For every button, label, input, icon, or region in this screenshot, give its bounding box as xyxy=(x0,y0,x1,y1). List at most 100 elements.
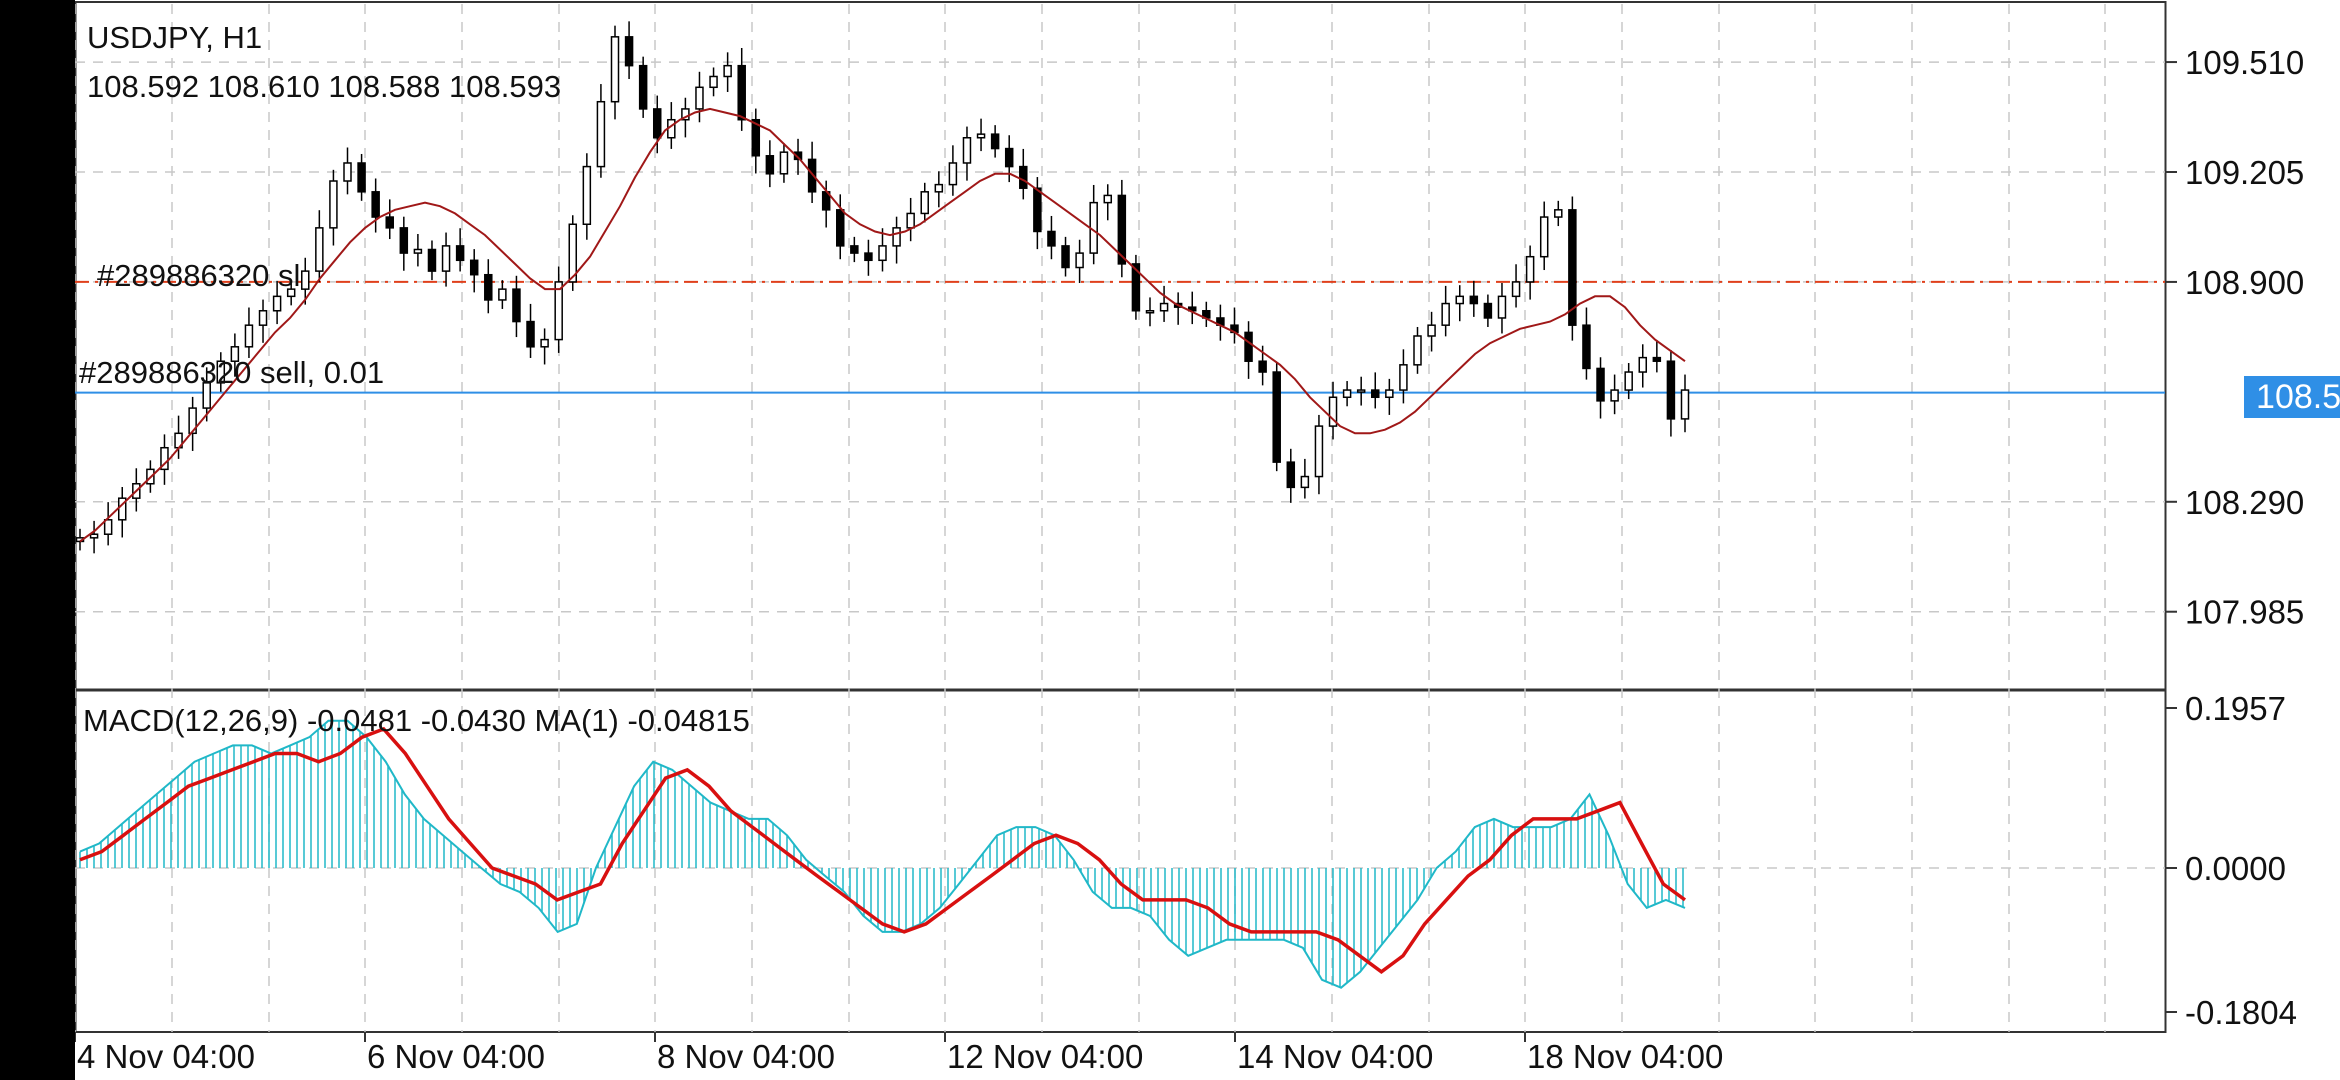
candle-body[interactable] xyxy=(286,288,296,298)
candle-body[interactable] xyxy=(920,191,929,215)
candle-body[interactable] xyxy=(596,100,606,168)
candle-body[interactable] xyxy=(1004,147,1014,168)
candle-body[interactable] xyxy=(244,324,254,348)
candle-body[interactable] xyxy=(976,133,986,139)
candle-body[interactable] xyxy=(1680,389,1690,420)
candle-body[interactable] xyxy=(1244,331,1253,362)
candle-body[interactable] xyxy=(1441,302,1450,326)
candle-body[interactable] xyxy=(230,346,240,362)
candle-body[interactable] xyxy=(1483,302,1493,319)
candle-body[interactable] xyxy=(1187,306,1197,312)
candle-body[interactable] xyxy=(399,227,409,254)
candle-body[interactable] xyxy=(709,75,718,89)
candle-body[interactable] xyxy=(258,310,268,326)
candle-body[interactable] xyxy=(1652,356,1662,362)
candle-body[interactable] xyxy=(962,137,972,164)
candle-body[interactable] xyxy=(202,382,211,409)
candle-body[interactable] xyxy=(1582,324,1591,370)
candle-body[interactable] xyxy=(1469,295,1479,305)
stop-loss-label[interactable]: #289886320 sl xyxy=(97,258,301,293)
candle-body[interactable] xyxy=(1497,295,1507,319)
candle-body[interactable] xyxy=(1554,209,1563,218)
position-label[interactable]: #289886320 sell, 0.01 xyxy=(79,355,385,390)
candle-body[interactable] xyxy=(807,158,817,193)
candle-body[interactable] xyxy=(1413,335,1422,366)
candle-body[interactable] xyxy=(878,245,887,262)
candle-body[interactable] xyxy=(948,162,958,186)
candle-body[interactable] xyxy=(1596,367,1605,402)
candle-body[interactable] xyxy=(385,216,394,229)
candle-body[interactable] xyxy=(906,212,915,229)
candle-body[interactable] xyxy=(652,108,662,139)
chart-area[interactable]: 109.510 109.205 108.900 108.290 107.985 0.195… xyxy=(75,0,2340,1080)
candle-body[interactable] xyxy=(582,165,592,226)
candle-body[interactable] xyxy=(1061,245,1070,269)
candle-body[interactable] xyxy=(469,259,479,276)
candle-body[interactable] xyxy=(427,248,437,272)
chart-canvas[interactable]: 109.510 109.205 108.900 108.290 107.985 0.195… xyxy=(75,0,2340,1080)
candle-body[interactable] xyxy=(779,151,789,175)
candle-body[interactable] xyxy=(1610,389,1619,402)
candle-body[interactable] xyxy=(301,270,310,290)
candle-body[interactable] xyxy=(638,64,648,110)
candle-body[interactable] xyxy=(1300,475,1310,489)
candle-body[interactable] xyxy=(1314,425,1324,478)
candle-body[interactable] xyxy=(737,64,746,121)
candle-body[interactable] xyxy=(793,151,803,161)
candle-body[interactable] xyxy=(103,519,113,535)
candle-body[interactable] xyxy=(188,407,197,435)
candle-body[interactable] xyxy=(836,209,845,247)
candle-body[interactable] xyxy=(850,245,859,254)
candle-body[interactable] xyxy=(1286,461,1296,489)
candle-body[interactable] xyxy=(1075,252,1084,269)
candle-body[interactable] xyxy=(413,248,423,254)
candle-body[interactable] xyxy=(864,252,873,262)
candle-body[interactable] xyxy=(272,295,282,312)
candle-body[interactable] xyxy=(1525,255,1535,283)
candle-body[interactable] xyxy=(1103,194,1113,204)
candle-body[interactable] xyxy=(512,288,521,323)
candle-body[interactable] xyxy=(1342,389,1352,399)
candle-body[interactable] xyxy=(1539,216,1549,258)
candle-body[interactable] xyxy=(1455,295,1464,305)
candle-body[interactable] xyxy=(455,245,465,262)
candle-body[interactable] xyxy=(1399,364,1408,391)
candle-body[interactable] xyxy=(723,64,732,78)
candle-body[interactable] xyxy=(315,227,324,272)
candle-body[interactable] xyxy=(540,338,549,348)
candle-body[interactable] xyxy=(1511,281,1521,298)
candle-body[interactable] xyxy=(892,227,901,247)
candle-body[interactable] xyxy=(1159,302,1169,312)
candle-body[interactable] xyxy=(1328,396,1338,427)
candle-body[interactable] xyxy=(610,36,620,103)
candle-body[interactable] xyxy=(441,245,451,272)
candle-body[interactable] xyxy=(1258,360,1267,373)
candle-body[interactable] xyxy=(526,320,535,348)
candle-body[interactable] xyxy=(1638,356,1648,373)
candle-body[interactable] xyxy=(160,446,169,471)
candle-body[interactable] xyxy=(1624,371,1633,391)
candle-body[interactable] xyxy=(498,288,507,301)
candle-body[interactable] xyxy=(1033,187,1042,233)
candle-body[interactable] xyxy=(1427,324,1436,337)
candle-body[interactable] xyxy=(216,360,226,384)
candle-body[interactable] xyxy=(1019,165,1028,189)
candle-body[interactable] xyxy=(484,273,493,301)
candle-body[interactable] xyxy=(624,36,634,67)
candle-body[interactable] xyxy=(1272,371,1281,463)
candle-body[interactable] xyxy=(1371,389,1380,399)
candle-body[interactable] xyxy=(371,191,380,218)
candle-body[interactable] xyxy=(343,162,352,182)
candle-body[interactable] xyxy=(1568,209,1577,326)
candle-body[interactable] xyxy=(1117,194,1127,265)
candle-body[interactable] xyxy=(765,155,775,175)
candle-body[interactable] xyxy=(329,180,338,229)
candle-body[interactable] xyxy=(89,533,99,539)
candle-body[interactable] xyxy=(1666,360,1676,420)
candle-body[interactable] xyxy=(1356,389,1366,393)
candle-body[interactable] xyxy=(1047,230,1056,247)
candle-body[interactable] xyxy=(934,183,944,193)
candle-body[interactable] xyxy=(990,133,1000,150)
candle-body[interactable] xyxy=(357,162,366,193)
candle-body[interactable] xyxy=(1385,389,1394,399)
